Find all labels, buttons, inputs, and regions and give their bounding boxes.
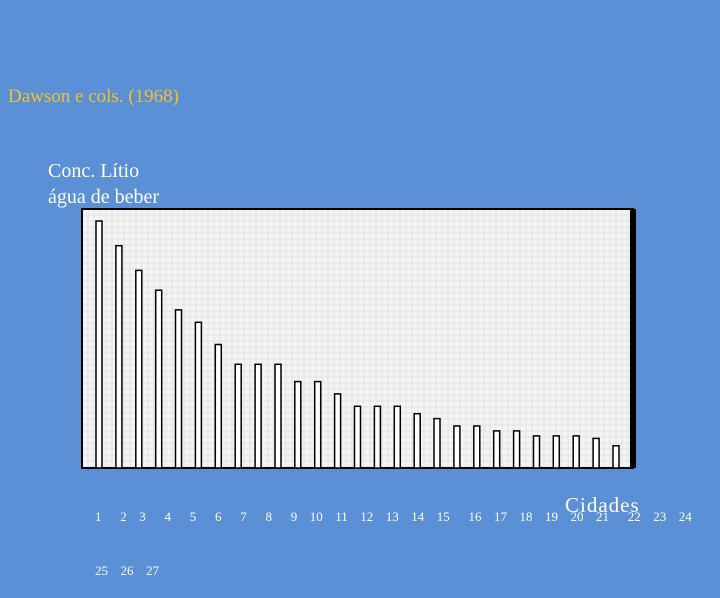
bar-10 bbox=[274, 363, 282, 469]
bar-25 bbox=[572, 435, 580, 469]
y-axis-label-line-1: Conc. Lítio bbox=[48, 160, 140, 182]
bar-16 bbox=[393, 405, 402, 469]
bar-19 bbox=[453, 425, 461, 469]
bar-2 bbox=[115, 244, 123, 469]
bar-20 bbox=[473, 425, 481, 469]
x-tick-labels: 1 2 3 4 5 6 7 8 9 10 11 12 13 14 15 16 1… bbox=[95, 472, 692, 598]
x-tick-labels-line-1: 1 2 3 4 5 6 7 8 9 10 11 12 13 14 15 16 1… bbox=[95, 509, 692, 524]
bar-6 bbox=[194, 321, 203, 469]
bar-22 bbox=[512, 430, 521, 469]
bar-24 bbox=[552, 435, 561, 469]
bar-8 bbox=[234, 363, 242, 469]
bar-1 bbox=[95, 220, 103, 469]
bar-26 bbox=[592, 437, 600, 469]
bar-5 bbox=[174, 309, 183, 469]
bar-21 bbox=[492, 430, 501, 469]
bar-4 bbox=[154, 289, 163, 469]
chart-canvas bbox=[81, 208, 636, 469]
chart-title: Dawson e cols. (1968) bbox=[8, 86, 179, 107]
y-axis-label-line-2: água de beber bbox=[48, 186, 160, 208]
bar-3 bbox=[135, 269, 143, 469]
bar-13 bbox=[333, 393, 342, 469]
bar-12 bbox=[313, 380, 322, 469]
bar-27 bbox=[612, 445, 620, 469]
bar-7 bbox=[214, 343, 223, 469]
bar-23 bbox=[532, 435, 541, 469]
bar-17 bbox=[413, 412, 421, 469]
bar-11 bbox=[294, 380, 302, 469]
x-axis-label: Cidades bbox=[565, 493, 640, 517]
bar-15 bbox=[373, 405, 382, 469]
bar-18 bbox=[433, 417, 441, 469]
x-tick-labels-line-2: 25 26 27 bbox=[95, 563, 159, 578]
bar-9 bbox=[254, 363, 262, 469]
bar-14 bbox=[353, 405, 362, 469]
y-axis-label: Conc. Lítio água de beber bbox=[48, 158, 159, 210]
